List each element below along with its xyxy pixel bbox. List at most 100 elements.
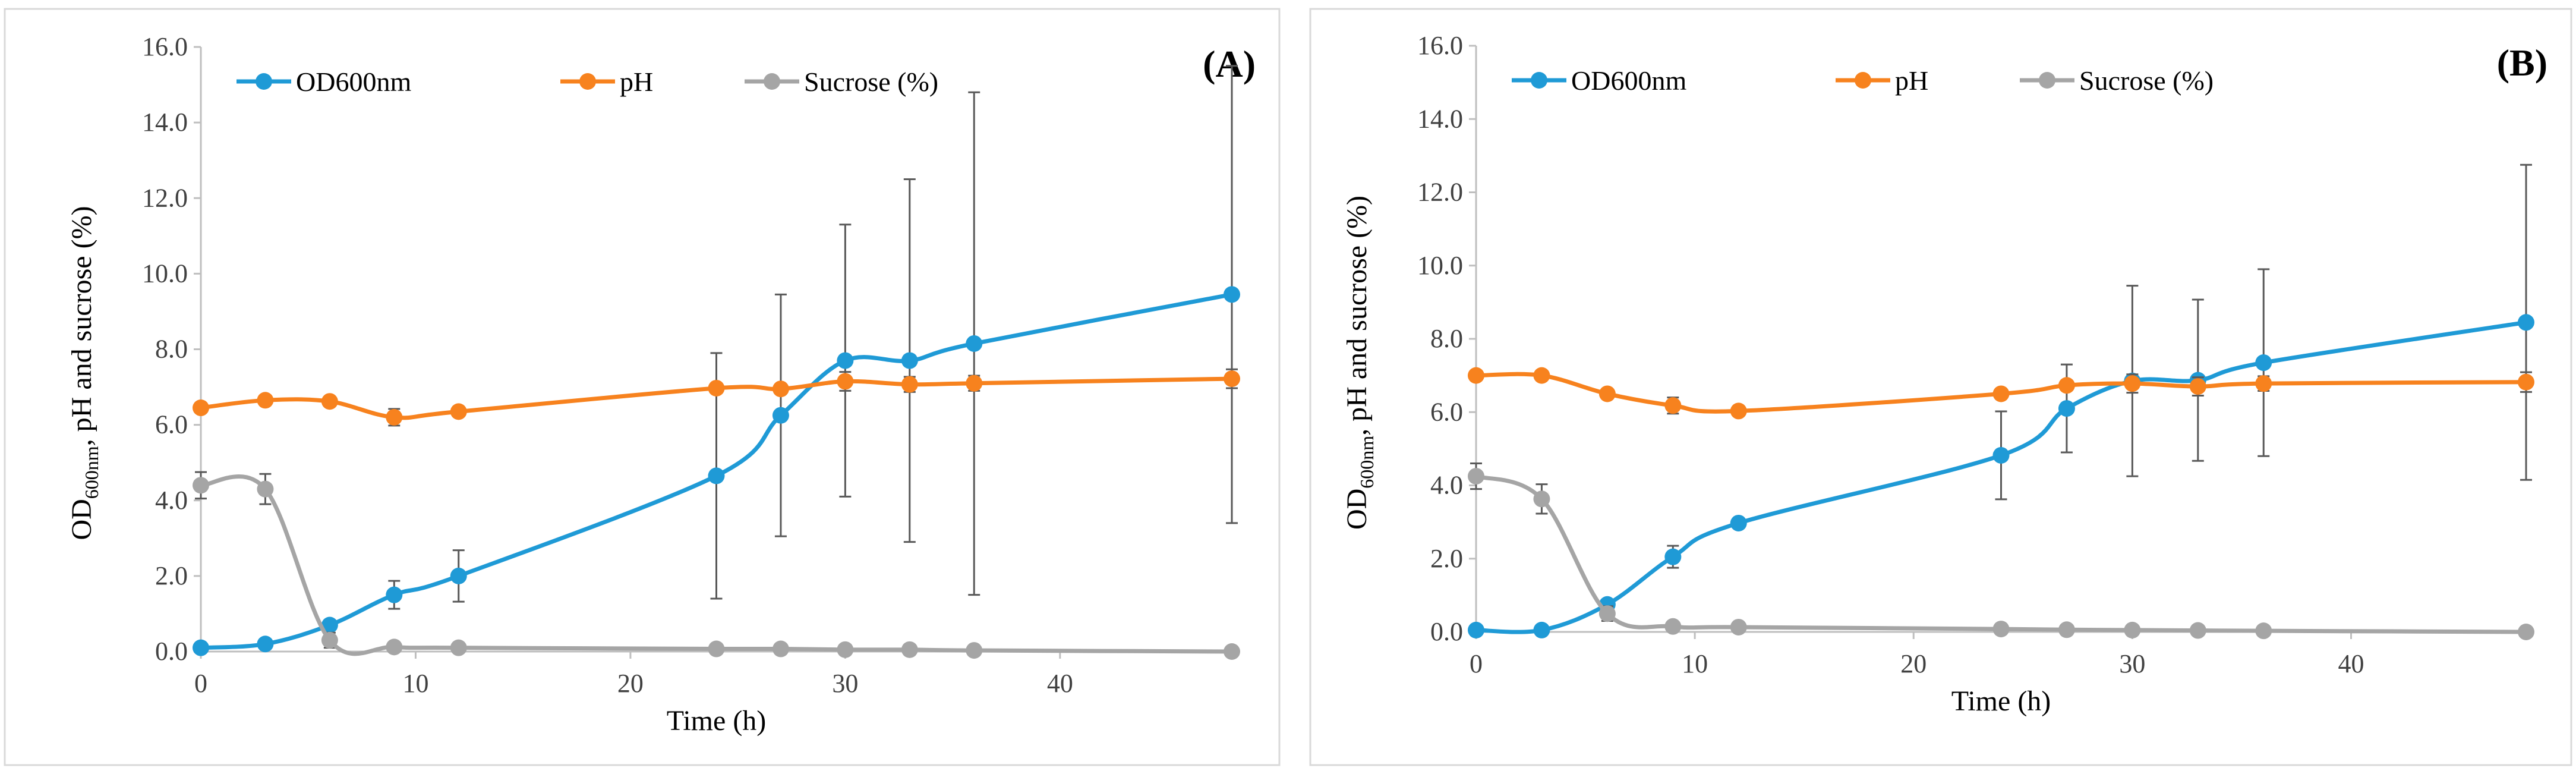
data-point	[2255, 622, 2272, 640]
data-point	[257, 480, 274, 498]
data-point	[966, 642, 983, 659]
data-point	[772, 380, 789, 398]
x-tick-label: 20	[617, 669, 644, 698]
series-ph	[193, 368, 1240, 427]
y-tick-label: 12.0	[142, 183, 188, 212]
data-point	[837, 641, 854, 658]
data-point	[386, 638, 403, 656]
legend-marker	[764, 73, 780, 90]
x-tick-label: 30	[832, 669, 858, 698]
data-point	[450, 639, 467, 656]
data-point	[901, 641, 918, 658]
data-point	[1598, 605, 1616, 622]
x-tick-label: 0	[1470, 649, 1483, 678]
legend-label: pH	[620, 67, 653, 97]
data-point	[386, 586, 403, 603]
data-point	[2124, 621, 2141, 638]
data-point	[1730, 514, 1747, 531]
data-point	[1468, 367, 1484, 384]
x-tick-label: 0	[194, 669, 207, 698]
legend-item: pH	[560, 67, 653, 97]
data-point	[708, 640, 725, 657]
data-point	[321, 393, 338, 410]
data-point	[257, 392, 274, 409]
legend-marker	[1855, 72, 1871, 89]
legend-marker	[2039, 72, 2055, 89]
y-title-rest: , pH and sucrose (%)	[1341, 196, 1373, 436]
data-point	[2189, 378, 2206, 395]
data-point	[1224, 643, 1240, 660]
data-point	[2189, 622, 2206, 639]
y-tick-label: 4.0	[1430, 471, 1463, 500]
data-point	[837, 373, 854, 390]
y-tick-label: 4.0	[155, 486, 188, 515]
data-point	[2518, 373, 2534, 391]
series-line	[200, 474, 1232, 656]
data-point	[2518, 624, 2534, 640]
legend-label: Sucrose (%)	[804, 67, 938, 97]
data-point	[2255, 375, 2272, 392]
data-point	[901, 352, 918, 369]
data-point	[2124, 375, 2141, 392]
series-sucrose-	[193, 471, 1240, 660]
y-tick-label: 10.0	[1417, 251, 1463, 280]
y-tick-label: 14.0	[1417, 104, 1463, 133]
y-tick-label: 8.0	[155, 335, 188, 364]
panel-border	[4, 8, 1281, 766]
data-point	[1664, 618, 1682, 635]
y-tick-label: 16.0	[1417, 31, 1463, 60]
data-point	[1468, 621, 1484, 638]
data-point	[1533, 621, 1550, 638]
y-tick-label: 16.0	[142, 32, 188, 61]
x-axis-title: Time (h)	[1951, 685, 2051, 717]
series-od600nm	[193, 65, 1240, 656]
data-point	[1664, 397, 1682, 414]
x-tick-label: 10	[402, 669, 428, 698]
data-point	[837, 352, 854, 369]
y-title-main: OD	[1341, 489, 1373, 530]
data-point	[772, 407, 789, 424]
y-tick-label: 12.0	[1417, 178, 1463, 207]
data-point	[193, 477, 209, 494]
data-point	[2518, 314, 2534, 331]
data-point	[1468, 468, 1484, 485]
legend-item: Sucrose (%)	[2020, 65, 2214, 96]
y-tick-label: 2.0	[155, 561, 188, 590]
data-point	[966, 335, 983, 352]
legend-item: pH	[1836, 65, 1928, 96]
legend-label: pH	[1895, 65, 1928, 96]
data-point	[1533, 490, 1550, 508]
data-point	[1533, 367, 1550, 384]
y-title-subscript: 600nm	[81, 446, 102, 499]
legend-label: OD600nm	[1571, 65, 1686, 96]
x-tick-label: 10	[1682, 649, 1708, 678]
panel-b: 0.0 2.0 4.0 6.0 8.0 10.0 12.0 14.0 16.0 0 10 20 30 40…	[1309, 8, 2572, 766]
y-tick-label: 10.0	[142, 259, 188, 288]
series-od600nm	[1468, 163, 2534, 638]
data-point	[1992, 621, 2010, 638]
series-ph	[1468, 367, 2534, 420]
data-point	[2058, 621, 2075, 638]
panel-label: (A)	[1203, 43, 1256, 85]
data-point	[321, 631, 338, 649]
panel-label: (B)	[2497, 42, 2547, 84]
y-title-rest: , pH and sucrose (%)	[66, 206, 97, 446]
y-tick-label: 8.0	[1430, 324, 1463, 353]
x-tick-label: 40	[2338, 649, 2364, 678]
data-point	[450, 403, 467, 420]
data-point	[708, 379, 725, 397]
y-tick-label: 14.0	[142, 108, 188, 137]
data-point	[2058, 377, 2075, 394]
data-point	[1992, 385, 2010, 402]
panel-a: 0.0 2.0 4.0 6.0 8.0 10.0 12.0 14.0 16.0 0 10 20 30 40…	[4, 8, 1281, 766]
y-title-subscript: 600nm	[1356, 436, 1377, 489]
data-point	[2058, 400, 2075, 417]
y-tick-label: 0.0	[155, 637, 188, 666]
y-title-main: OD	[66, 499, 97, 540]
series-line	[1475, 474, 2527, 634]
data-point	[1598, 385, 1616, 402]
data-point	[966, 375, 983, 392]
data-point	[386, 408, 403, 426]
legend-marker	[256, 73, 272, 90]
data-point	[193, 399, 209, 417]
